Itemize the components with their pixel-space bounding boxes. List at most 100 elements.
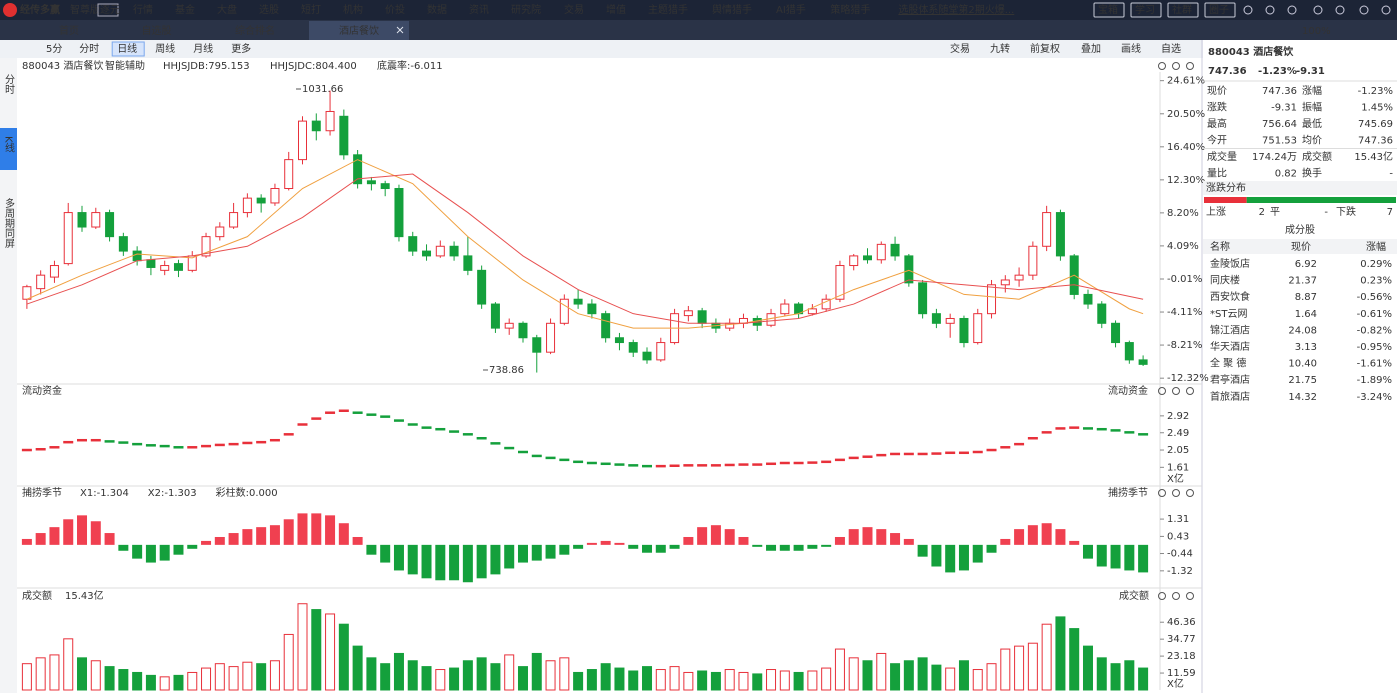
tab[interactable] bbox=[112, 21, 201, 40]
volume-bar bbox=[214, 663, 225, 691]
tool-button[interactable]: 画线 bbox=[1121, 42, 1141, 55]
menu-item[interactable]: 机构 bbox=[343, 3, 363, 16]
tool-button[interactable]: 自选 bbox=[1161, 42, 1181, 55]
menu-item[interactable]: 舆情猎手 bbox=[712, 3, 752, 16]
window-icon[interactable] bbox=[1335, 5, 1345, 15]
constituent-cell[interactable]: 首旅酒店 bbox=[1210, 390, 1250, 403]
menu-item[interactable]: AI猎手 bbox=[776, 3, 806, 16]
side-tab[interactable]: K线 bbox=[3, 136, 15, 153]
window-icon[interactable] bbox=[1313, 5, 1323, 15]
candle-body bbox=[863, 255, 872, 261]
column-header: 名称 bbox=[1210, 240, 1230, 253]
candle-body bbox=[270, 188, 280, 204]
candle-body bbox=[422, 250, 432, 257]
period-button[interactable]: 周线 bbox=[155, 42, 175, 55]
candle-body bbox=[118, 236, 128, 252]
header-button[interactable]: 圈子 bbox=[1209, 4, 1229, 16]
indicator-bar bbox=[380, 544, 391, 563]
constituent-cell[interactable]: *ST云网 bbox=[1210, 308, 1247, 320]
tool-button[interactable]: 交易 bbox=[950, 42, 970, 55]
window-icon[interactable] bbox=[1287, 5, 1297, 15]
volume-bar bbox=[1110, 663, 1121, 691]
volume-bar bbox=[1069, 628, 1080, 691]
panel-icon[interactable] bbox=[1158, 62, 1166, 70]
tab[interactable] bbox=[309, 21, 409, 40]
menu-item[interactable]: 策略猎手 bbox=[830, 3, 870, 16]
panel-icon[interactable] bbox=[1158, 592, 1166, 600]
indicator-bar bbox=[90, 521, 101, 545]
window-icon[interactable] bbox=[1265, 5, 1275, 15]
tool-button[interactable]: 叠加 bbox=[1081, 43, 1101, 55]
constituent-cell[interactable]: 君亭酒店 bbox=[1210, 373, 1250, 386]
menu-item[interactable]: 交易 bbox=[564, 3, 584, 16]
volume-bar bbox=[517, 666, 528, 691]
promo-link[interactable]: 选股体系随堂第2期火爆... bbox=[898, 3, 1014, 16]
tool-button[interactable]: 前复权 bbox=[1030, 42, 1060, 55]
volume-bar bbox=[890, 663, 901, 691]
menu-item[interactable]: 研究院 bbox=[511, 3, 541, 16]
indicator-bar bbox=[242, 529, 253, 545]
indicator-bar bbox=[724, 529, 735, 545]
panel-icon[interactable] bbox=[1186, 489, 1194, 497]
indicator-label: HHJSJDC:804.400 bbox=[270, 61, 357, 72]
menu-item[interactable]: 大盘 bbox=[217, 3, 237, 16]
tab[interactable] bbox=[30, 21, 108, 40]
panel-icon[interactable] bbox=[1172, 62, 1180, 70]
period-button[interactable]: 更多 bbox=[231, 42, 251, 55]
volume-bar bbox=[145, 674, 156, 691]
menu-item[interactable]: 资讯 bbox=[469, 4, 489, 16]
tab[interactable] bbox=[205, 21, 305, 40]
constituent-cell[interactable]: 金陵饭店 bbox=[1210, 257, 1250, 270]
menu-item[interactable]: 数据 bbox=[427, 3, 447, 16]
period-button[interactable]: 月线 bbox=[193, 42, 213, 55]
constituent-cell[interactable]: 华天酒店 bbox=[1210, 340, 1250, 353]
constituent-cell[interactable]: 全 聚 德 bbox=[1210, 357, 1246, 370]
constituent-cell: 0.29% bbox=[1360, 259, 1392, 270]
panel-icon[interactable] bbox=[1172, 387, 1180, 395]
constituent-cell[interactable]: 锦江酒店 bbox=[1210, 323, 1250, 336]
panel-icon[interactable] bbox=[1158, 387, 1166, 395]
panel-icon[interactable] bbox=[1172, 592, 1180, 600]
menu-item[interactable]: 主题猎手 bbox=[648, 3, 688, 16]
indicator-bar bbox=[573, 544, 584, 549]
header-button[interactable]: 学习 bbox=[1135, 3, 1155, 16]
period-button[interactable]: 日线 bbox=[117, 42, 137, 55]
side-tab-active bbox=[0, 128, 17, 170]
candle-body bbox=[36, 274, 46, 290]
side-tab[interactable]: 分时 bbox=[3, 74, 15, 94]
window-icon[interactable] bbox=[1381, 5, 1391, 15]
tab-label[interactable]: 自选股 bbox=[142, 24, 172, 37]
period-button[interactable]: 5分 bbox=[46, 43, 62, 55]
header-button[interactable]: 社群 bbox=[1172, 3, 1192, 16]
menu-item[interactable]: 基金 bbox=[175, 3, 195, 16]
tab-close[interactable] bbox=[396, 26, 404, 34]
constituent-cell[interactable]: 西安饮食 bbox=[1210, 290, 1250, 303]
side-tab[interactable]: 多周期同屏 bbox=[3, 197, 15, 249]
indicator-bar bbox=[63, 519, 74, 545]
tab-label[interactable]: 综合排名 bbox=[235, 24, 275, 37]
volume-bar bbox=[1055, 616, 1066, 691]
menu-item[interactable]: 增值 bbox=[606, 3, 626, 16]
period-button[interactable]: 分时 bbox=[79, 43, 99, 55]
tab-label[interactable]: 首页 bbox=[59, 24, 79, 37]
constituent-cell[interactable]: 同庆楼 bbox=[1210, 274, 1240, 287]
indicator-bar bbox=[338, 523, 349, 545]
menu-item[interactable]: 行情 bbox=[133, 3, 153, 16]
header-button[interactable]: 宝箱 bbox=[1098, 3, 1118, 16]
panel-icon[interactable] bbox=[1172, 489, 1180, 497]
menu-item[interactable]: 选股 bbox=[259, 3, 279, 16]
volume-bar bbox=[1138, 667, 1149, 691]
window-icon[interactable] bbox=[1243, 5, 1253, 15]
panel-icon[interactable] bbox=[1158, 489, 1166, 497]
window-icon[interactable] bbox=[1359, 5, 1369, 15]
panel-icon[interactable] bbox=[1186, 387, 1194, 395]
panel-icon[interactable] bbox=[1186, 592, 1194, 600]
tab-label[interactable]: 酒店餐饮 bbox=[339, 24, 379, 37]
panel-icon[interactable] bbox=[1186, 62, 1194, 70]
volume-bar bbox=[1124, 660, 1135, 691]
tool-button[interactable]: 九转 bbox=[990, 42, 1010, 55]
candle-body bbox=[146, 259, 156, 268]
candle-body bbox=[132, 250, 142, 262]
menu-item[interactable]: 价投 bbox=[385, 3, 405, 16]
menu-item[interactable]: 短打 bbox=[301, 3, 321, 16]
